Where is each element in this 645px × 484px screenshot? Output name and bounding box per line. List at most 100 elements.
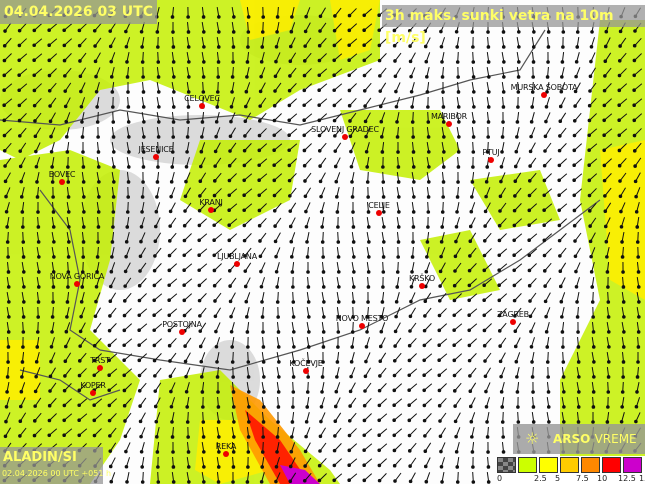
wind-arrow-head [64, 119, 69, 124]
wind-arrow-head [587, 209, 592, 213]
wind-arrow-head [228, 284, 232, 288]
wind-arrow-head [3, 434, 8, 439]
arso-logo[interactable]: ☼ ARSO VREME [513, 424, 645, 454]
wind-arrow-head [109, 75, 114, 79]
wind-arrow-head [21, 315, 26, 319]
wind-arrow-head [246, 390, 251, 394]
wind-arrow-head [620, 390, 625, 394]
wind-arrow-head [137, 358, 142, 363]
wind-arrow-head [66, 180, 71, 184]
wind-arrow-head [377, 13, 381, 18]
wind-arrow-head [228, 149, 232, 153]
wind-arrow-head [80, 135, 85, 139]
wind-arrow-head [153, 389, 158, 393]
wind-arrow-head [288, 224, 293, 229]
wind-arrow-head [17, 88, 22, 93]
wind-arrow-head [455, 45, 459, 49]
wind-arrow-head [377, 478, 382, 483]
wind-arrow-head [2, 103, 6, 108]
wind-arrow-head [349, 164, 354, 169]
wind-arrow-head [545, 75, 550, 79]
wind-arrow-head [171, 45, 176, 49]
wind-arrow-head [321, 285, 326, 289]
wind-arrow-head [321, 270, 326, 274]
wind-arrow-head [337, 285, 341, 289]
wind-arrow-head [452, 343, 456, 348]
wind-arrow-head [483, 359, 487, 363]
wind-arrow-head [170, 420, 174, 424]
wind-arrow-head [607, 330, 611, 334]
wind-arrow-head [171, 60, 176, 64]
wind-arrow-head [347, 419, 352, 423]
wind-arrow-head [245, 315, 249, 319]
wind-arrow-head [33, 404, 37, 408]
wind-arrow-head [197, 283, 202, 288]
wind-arrow-head [288, 464, 293, 469]
wind-arrow-head [453, 254, 458, 259]
wind-arrow-head [79, 89, 83, 94]
wind-arrow-head [407, 373, 412, 378]
wind-arrow-head [242, 208, 247, 213]
wind-arrow-head [332, 118, 337, 123]
wind-arrow-head [302, 133, 307, 138]
wind-arrow-head [274, 59, 278, 64]
wind-arrow-head [288, 44, 293, 49]
wind-arrow-head [217, 15, 221, 19]
wind-arrow-head [142, 120, 146, 124]
wind-arrow-head [530, 90, 535, 94]
wind-arrow-head [108, 314, 112, 318]
wind-arrow-head [140, 195, 145, 199]
wind-arrow-head [587, 118, 592, 123]
wind-arrow-head [244, 299, 249, 304]
wind-arrow-head [546, 45, 551, 49]
wind-arrow-head [392, 43, 397, 48]
wind-arrow-head [274, 464, 279, 469]
wind-arrow-head [621, 375, 625, 379]
wind-arrow-head [202, 480, 206, 484]
wind-arrow-head [336, 225, 340, 229]
wind-arrow-head [200, 390, 205, 394]
wind-arrow-head [439, 240, 444, 244]
wind-arrow-head [472, 120, 476, 124]
wind-arrow-head [258, 104, 262, 108]
wind-arrow-head [498, 209, 502, 213]
wind-arrow-head [574, 60, 579, 64]
wind-arrow-head [395, 120, 399, 124]
wind-arrow-head [272, 103, 277, 108]
wind-arrow-head [289, 29, 294, 34]
wind-arrow-head [275, 15, 280, 19]
wind-arrow-head [108, 449, 113, 453]
wind-arrow-head [155, 450, 160, 454]
wind-arrow-head [529, 134, 533, 139]
wind-arrow-head [82, 210, 86, 214]
wind-arrow-head [186, 465, 191, 469]
wind-arrow-head [423, 314, 427, 318]
wind-arrow-head [411, 165, 416, 169]
wind-arrow-head [411, 210, 416, 214]
wind-arrow-head [78, 329, 83, 334]
wind-arrow-head [112, 180, 116, 184]
wind-arrow-head [122, 403, 127, 408]
wind-arrow-head [364, 150, 369, 154]
wind-arrow-head [572, 208, 577, 213]
wind-arrow-head [109, 59, 114, 64]
wind-arrow-head [349, 374, 353, 379]
wind-arrow-head [349, 360, 354, 364]
wind-arrow-head [4, 194, 8, 199]
wind-arrow-head [21, 255, 26, 259]
wind-arrow-head [558, 269, 563, 274]
wind-arrow-head [351, 240, 356, 244]
wind-arrow-head [277, 375, 281, 379]
wind-arrow-head [276, 345, 281, 349]
wind-arrow-head [247, 405, 251, 409]
wind-arrow-head [51, 270, 56, 274]
wind-arrow-head [471, 90, 476, 94]
wind-arrow-head [304, 434, 308, 439]
wind-arrow-head [632, 58, 637, 63]
wind-arrow-head [409, 284, 414, 289]
wind-arrow-head [125, 480, 129, 484]
wind-arrow-head [107, 343, 112, 348]
wind-arrow-head [201, 30, 206, 34]
legend-swatch [581, 457, 600, 473]
wind-arrow-head [530, 375, 535, 379]
